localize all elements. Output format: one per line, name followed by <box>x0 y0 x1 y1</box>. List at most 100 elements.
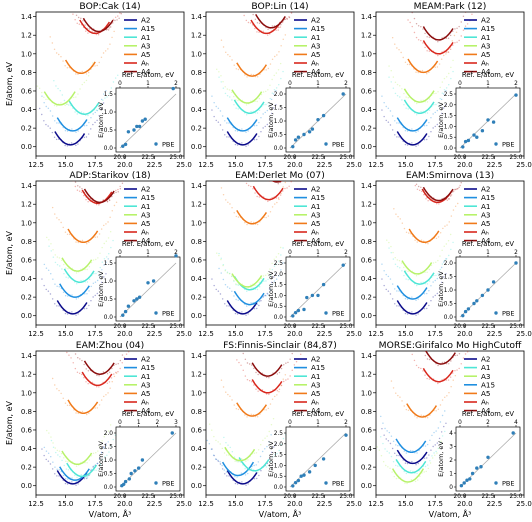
inset-y-tick-label: 1.5 <box>274 283 284 289</box>
identity-line <box>289 262 347 318</box>
series-line <box>59 466 90 481</box>
legend-label: Aₕ <box>141 228 149 237</box>
legend-label: A15 <box>311 193 325 202</box>
inset-point <box>136 466 141 470</box>
inset-point <box>140 458 145 462</box>
inset-y-tick-label: 1.5 <box>274 106 284 112</box>
y-tick-label: 0.4 <box>361 106 373 114</box>
panel-title: EAM:Derlet Mo (07) <box>235 170 325 181</box>
y-tick-label: 1.2 <box>361 371 372 379</box>
series-line <box>83 188 115 204</box>
inset-top-tick-label: 0 <box>288 81 292 87</box>
legend-label: Aₕ <box>141 59 149 68</box>
inset-point <box>296 135 301 139</box>
inset-top-tick-label: 1 <box>316 250 320 256</box>
x-tick-label: 25.0 <box>176 330 192 338</box>
inset-point <box>140 119 145 123</box>
legend-label: A15 <box>311 24 325 33</box>
inset-y-tick-label: 2.0 <box>444 261 454 267</box>
series-line <box>251 379 283 394</box>
inset-y-tick-label: 1.5 <box>444 275 454 281</box>
series-line <box>395 438 427 454</box>
inset-x-tick-label: 22.5 <box>482 494 495 500</box>
x-tick-label: 17.5 <box>427 330 443 338</box>
series-line <box>396 117 428 132</box>
inset-top-tick-label: 1 <box>486 250 490 256</box>
legend-label: A4 <box>481 406 491 415</box>
inset-y-tick-label: 2.0 <box>274 442 284 448</box>
x-tick-label: 12.5 <box>198 500 214 508</box>
inset-point <box>126 304 131 308</box>
inset-x-tick-label: 22.5 <box>142 324 155 330</box>
y-tick-label: 1.2 <box>191 201 202 209</box>
inset-top-tick-label: 1 <box>146 81 150 87</box>
inset-legend-marker <box>494 142 498 146</box>
inset-left-label: E/atom, eV <box>437 271 445 307</box>
x-tick-label: 25.0 <box>516 161 532 169</box>
y-tick-label: 0.4 <box>191 275 203 283</box>
inset-point <box>305 295 309 300</box>
inset-y-tick-label: 1.0 <box>444 288 454 294</box>
y-tick-label: 1.2 <box>191 32 202 40</box>
inset-point <box>127 477 132 481</box>
series-line <box>233 290 265 306</box>
series-line <box>63 268 95 284</box>
inset-x-tick-label: 25.0 <box>510 155 523 161</box>
series-line <box>61 257 93 272</box>
reference-points <box>381 258 447 301</box>
inset-point <box>514 261 518 265</box>
inset-top-label: Ref. E/atom, eV <box>292 410 345 418</box>
y-tick-label: 0.8 <box>191 408 202 416</box>
panel-title: ADP:Starikov (18) <box>69 170 150 181</box>
legend-label: A15 <box>311 363 325 372</box>
series-line <box>231 273 263 288</box>
legend-label: A1 <box>141 202 151 211</box>
y-tick-label: 1.0 <box>361 50 372 58</box>
inset-point <box>291 484 295 488</box>
inset-point <box>321 457 326 461</box>
identity-line <box>119 262 177 318</box>
curve-layer <box>211 12 293 147</box>
x-tick-label: 17.5 <box>427 500 443 508</box>
inset-y-tick-label: 2.0 <box>274 272 284 278</box>
series-line <box>238 457 270 472</box>
legend-label: A1 <box>141 33 151 42</box>
series-line <box>271 181 283 183</box>
inset-y-tick-label: 0.0 <box>104 485 114 491</box>
x-tick-label: 15.0 <box>58 330 74 338</box>
chart-panel: MEAM:Park (12)0.00.20.40.60.81.01.21.412… <box>361 1 532 169</box>
y-axis-label: E/atom, eV <box>5 401 14 445</box>
inset-top-tick-label: 2 <box>155 420 159 426</box>
inset-y-tick-label: 0.5 <box>274 133 284 139</box>
inset-y-tick-label: 1.0 <box>104 458 114 464</box>
series-line <box>255 14 286 29</box>
inset-y-tick-label: 0.5 <box>274 474 284 480</box>
legend-label: A2 <box>311 16 321 25</box>
inset-point <box>132 128 136 132</box>
x-tick-label: 22.5 <box>487 161 503 169</box>
inset-point <box>296 478 301 483</box>
y-tick-label: 0.8 <box>361 238 372 246</box>
y-tick-label: 0.4 <box>361 275 373 283</box>
inset-point <box>321 113 326 118</box>
series-line <box>403 270 435 285</box>
y-tick-label: 0.2 <box>361 125 372 133</box>
inset-point <box>491 120 496 124</box>
legend-label: A15 <box>141 24 155 33</box>
x-tick-label: 22.5 <box>487 330 503 338</box>
inset-point <box>293 480 298 485</box>
series-line <box>226 131 258 146</box>
legend-label: A5 <box>141 389 151 398</box>
inset-legend-marker <box>324 311 328 315</box>
inset-top-tick-label: 0 <box>288 420 292 426</box>
legend-label: A15 <box>481 24 495 33</box>
y-tick-label: 1.4 <box>361 182 373 190</box>
series-line <box>422 367 454 383</box>
panel-title: MEAM:Park (12) <box>414 1 487 12</box>
inset-y-tick-label: 0.5 <box>444 135 454 141</box>
y-tick-label: 0.8 <box>361 69 372 77</box>
y-tick-label: 0.6 <box>191 256 203 264</box>
inset-y-tick-label: 1.0 <box>104 110 114 116</box>
x-tick-label: 20.0 <box>287 500 303 508</box>
